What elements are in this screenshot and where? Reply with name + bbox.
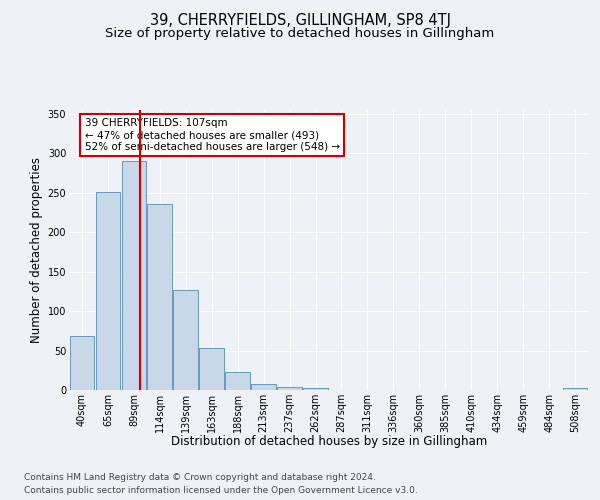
Bar [226,372,250,390]
Bar [173,290,198,390]
Text: Size of property relative to detached houses in Gillingham: Size of property relative to detached ho… [106,28,494,40]
Text: Contains HM Land Registry data © Crown copyright and database right 2024.: Contains HM Land Registry data © Crown c… [24,472,376,482]
Bar [563,388,587,390]
Bar [199,348,224,390]
Bar [148,204,172,390]
Bar [70,336,94,390]
Text: 39 CHERRYFIELDS: 107sqm
← 47% of detached houses are smaller (493)
52% of semi-d: 39 CHERRYFIELDS: 107sqm ← 47% of detache… [85,118,340,152]
Bar [122,162,146,390]
Y-axis label: Number of detached properties: Number of detached properties [31,157,43,343]
Bar [277,387,302,390]
Bar [251,384,276,390]
Bar [303,388,328,390]
Text: Contains public sector information licensed under the Open Government Licence v3: Contains public sector information licen… [24,486,418,495]
Text: 39, CHERRYFIELDS, GILLINGHAM, SP8 4TJ: 39, CHERRYFIELDS, GILLINGHAM, SP8 4TJ [149,12,451,28]
Text: Distribution of detached houses by size in Gillingham: Distribution of detached houses by size … [170,435,487,448]
Bar [95,192,120,390]
